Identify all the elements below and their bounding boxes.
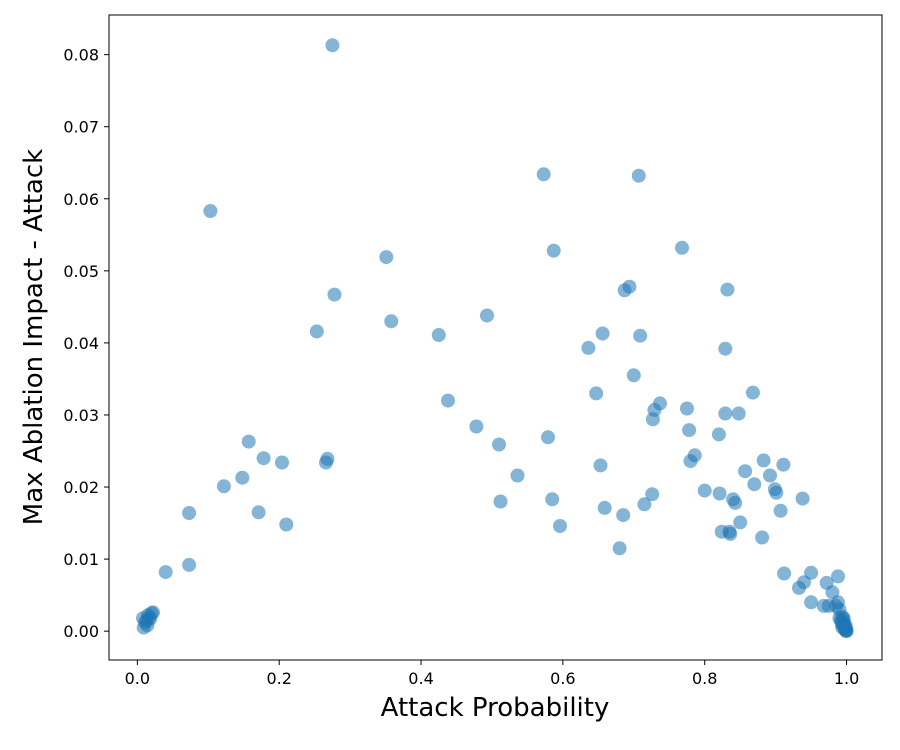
x-tick-label: 0.6 [550,669,575,688]
scatter-point [831,569,845,584]
scatter-point [687,448,702,463]
x-tick-label: 0.8 [692,669,717,688]
x-axis-ticks: 0.0 0.2 0.4 0.6 0.8 1.0 [125,660,859,688]
y-tick-label: 0.07 [63,118,99,137]
scatter-point [143,611,158,626]
scatter-point [838,623,853,638]
scatter-point [773,503,788,518]
scatter-point [309,324,324,339]
scatter-point [675,240,689,255]
scatter-point [631,168,646,183]
x-tick-label: 1.0 [834,669,859,688]
scatter-point [804,565,819,580]
scatter-point [637,497,652,512]
scatter-point [235,470,250,485]
y-axis-label: Max Ablation Impact - Attack [19,149,49,525]
scatter-point [731,406,746,421]
scatter-point [589,386,604,401]
scatter-point [553,519,567,533]
scatter-point [795,491,810,506]
scatter-point [379,250,394,265]
scatter-point [738,464,753,479]
scatter-point [279,517,294,532]
scatter-point [597,500,612,515]
scatter-point [581,340,596,355]
scatter-point [616,508,631,523]
y-tick-label: 0.05 [63,262,99,281]
scatter-point [469,419,484,434]
scatter-point [441,393,455,408]
x-tick-label: 0.4 [408,669,433,688]
y-tick-label: 0.08 [63,46,99,65]
scatter-point [755,530,770,545]
scatter-point [480,308,494,323]
scatter-point [653,396,667,411]
scatter-point [745,385,760,400]
x-tick-label: 0.2 [266,669,291,688]
scatter-point [384,314,399,329]
scatter-point [256,451,271,466]
scatter-point [536,167,551,182]
scatter-point [241,434,256,449]
scatter-point [733,515,748,530]
y-tick-label: 0.06 [63,190,99,209]
scatter-point [633,328,648,343]
scatter-point [626,368,641,383]
scatter-point [431,328,446,342]
scatter-point [492,437,506,452]
scatter-point [728,495,743,510]
scatter-point [203,204,218,218]
scatter-point [612,541,627,556]
scatter-point [510,468,525,483]
x-axis-label: Attack Probability [381,693,610,723]
scatter-point [275,455,289,470]
y-tick-label: 0.04 [63,334,99,353]
scatter-point [711,427,726,442]
scatter-point [182,557,197,572]
plot-frame [108,14,883,661]
scatter-point [723,526,738,541]
scatter-point [158,565,173,580]
scatter-point [777,566,792,581]
scatter-point [804,595,819,610]
y-axis-ticks: 0.00 0.01 0.02 0.03 0.04 0.05 0.06 0.07 0.08 [63,46,109,641]
data-points [136,38,854,639]
scatter-point [682,423,697,438]
scatter-point [251,505,266,520]
scatter-point [769,485,784,500]
scatter-point [593,458,608,473]
y-tick-label: 0.00 [63,622,99,641]
scatter-point [763,468,777,483]
scatter-point [645,487,660,502]
scatter-point [595,326,610,341]
scatter-point [697,483,712,498]
scatter-point [325,38,340,53]
scatter-point [493,494,508,509]
scatter-point [327,287,342,302]
scatter-point [718,341,733,356]
scatter-point [320,451,335,466]
scatter-point [182,506,197,520]
scatter-point [216,479,231,494]
scatter-point [776,457,791,472]
scatter-point [541,430,555,445]
scatter-point [720,282,735,297]
scatter-point [546,243,561,258]
y-tick-label: 0.03 [63,406,99,425]
scatter-point [747,477,762,492]
scatter-point [718,406,733,421]
scatter-point [756,453,771,468]
scatter-point [680,401,694,416]
y-tick-label: 0.01 [63,550,99,569]
scatter-point [622,279,637,294]
y-tick-label: 0.02 [63,478,99,497]
scatter-point [712,486,727,501]
x-tick-label: 0.0 [125,669,150,688]
scatter-point [545,492,560,507]
